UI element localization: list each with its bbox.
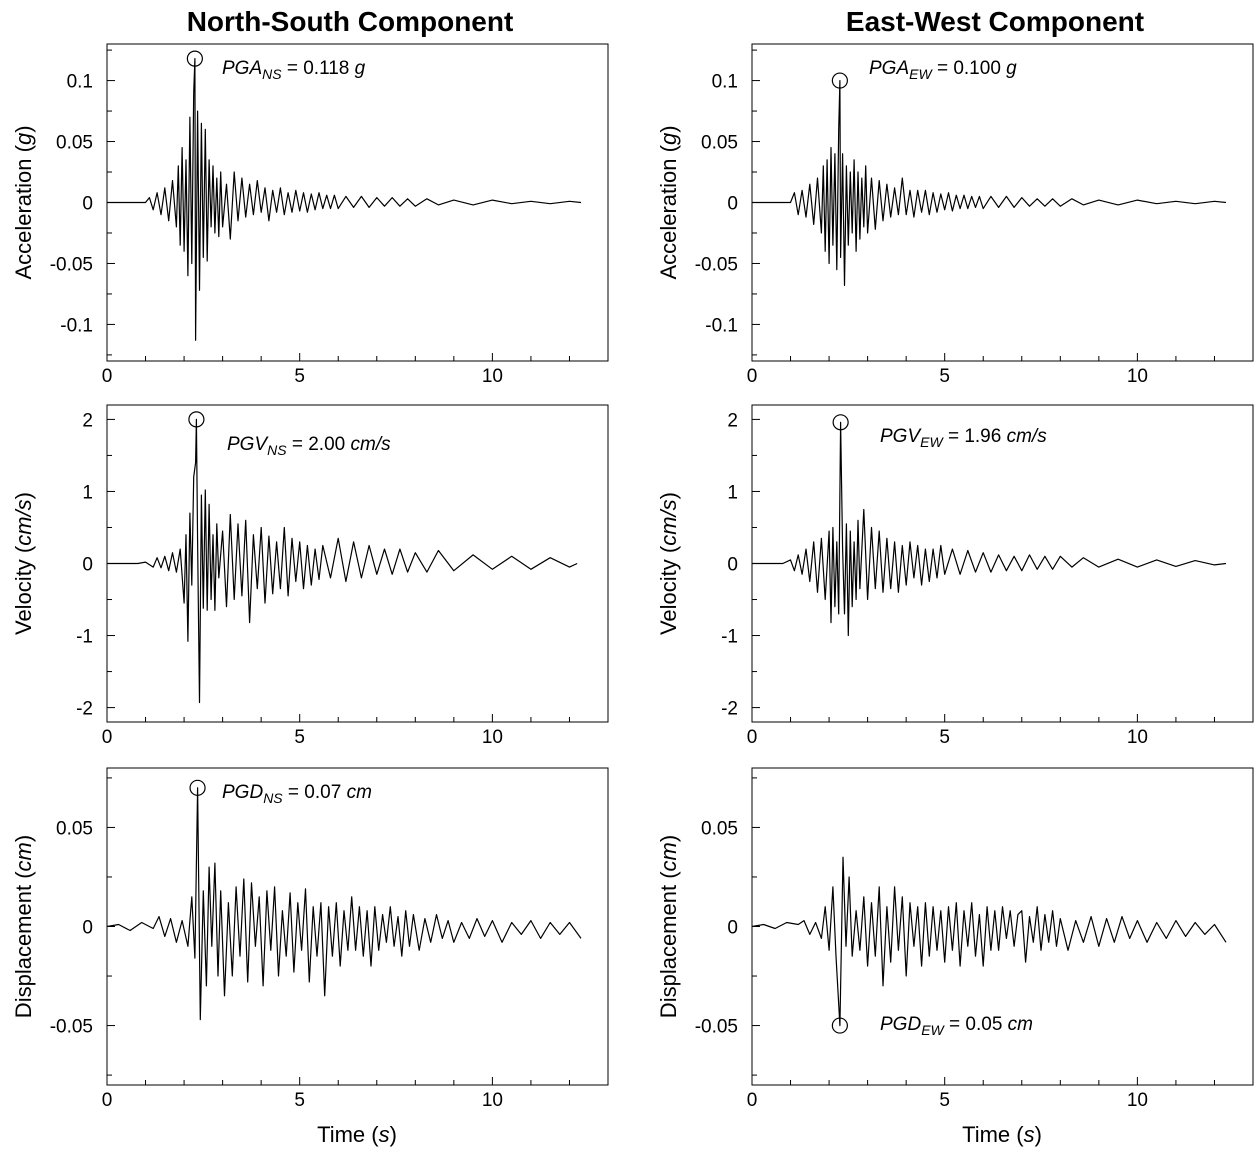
ew-acc-xtick-label: 5 bbox=[939, 366, 950, 387]
ew-vel-ytick-label: 0 bbox=[727, 555, 738, 576]
ew-acc-peak-annotation: PGAEW = 0.100 g bbox=[869, 58, 1017, 82]
ns-acc-ytick-label: 0 bbox=[82, 194, 93, 215]
ns-disp-peak-annotation: PGDNS = 0.07 cm bbox=[222, 782, 372, 806]
ew-acc-ytick-label: 0.1 bbox=[712, 72, 738, 93]
ns-acc-series-line bbox=[107, 58, 582, 341]
ns-disp-ytick-label: -0.05 bbox=[50, 1017, 93, 1038]
ns-vel-ytick-label: -1 bbox=[76, 627, 93, 648]
ns-disp-series-line bbox=[106, 787, 582, 1021]
ew-vel-xtick-label: 0 bbox=[747, 727, 758, 748]
ns-vel-peak-annotation: PGVNS = 2.00 cm/s bbox=[227, 434, 391, 458]
column-title-north-south: North-South Component bbox=[186, 6, 514, 37]
ew-acc-peak-marker bbox=[831, 72, 848, 89]
ns-acc-xtick-label: 0 bbox=[102, 366, 113, 387]
ns-vel-series-line bbox=[107, 418, 578, 704]
ew-vel-xtick-label: 5 bbox=[939, 727, 950, 748]
ew-acc-ylabel: Acceleration (g) bbox=[656, 125, 681, 279]
ew-disp-ytick-label: 0.05 bbox=[701, 818, 738, 839]
ew-acc-ytick-label: -0.05 bbox=[695, 254, 738, 275]
ns-disp-xtick-label: 5 bbox=[294, 1090, 305, 1111]
ns-disp-panel: 0 5 10 -0.05 0 0.05 Displacement (cm) PGDNS = 0… bbox=[11, 767, 609, 1111]
ew-disp-ytick-label: -0.05 bbox=[695, 1017, 738, 1038]
ns-acc-ytick-label: 0.1 bbox=[67, 72, 93, 93]
ns-acc-xtick-label: 10 bbox=[482, 366, 503, 387]
ew-vel-xtick-label: 10 bbox=[1127, 727, 1148, 748]
ns-acc-peak-marker bbox=[186, 50, 203, 67]
ew-vel-ytick-label: -2 bbox=[721, 699, 738, 720]
ns-vel-xtick-label: 10 bbox=[482, 727, 503, 748]
ew-disp-ylabel: Displacement (cm) bbox=[656, 835, 681, 1018]
ns-vel-ytick-label: 1 bbox=[82, 482, 93, 503]
ns-acc-ytick-label: -0.05 bbox=[50, 254, 93, 275]
ew-vel-peak-annotation: PGVEW = 1.96 cm/s bbox=[880, 426, 1047, 450]
ns-acc-xtick-label: 5 bbox=[294, 366, 305, 387]
ns-vel-ytick-label: 0 bbox=[82, 555, 93, 576]
x-axis-label-right: Time (s) bbox=[962, 1122, 1042, 1147]
ew-acc-series-line bbox=[752, 80, 1227, 286]
ew-disp-peak-annotation: PGDEW = 0.05 cm bbox=[880, 1014, 1033, 1038]
ns-vel-xtick-label: 0 bbox=[102, 727, 113, 748]
ns-disp-xtick-label: 0 bbox=[102, 1090, 113, 1111]
ew-vel-series-line bbox=[752, 421, 1227, 637]
ew-vel-ytick-label: 2 bbox=[727, 410, 738, 431]
ew-disp-peak-marker bbox=[831, 1017, 848, 1034]
x-axis-label-left: Time (s) bbox=[317, 1122, 397, 1147]
ew-disp-series-line bbox=[751, 856, 1227, 1027]
ew-vel-ylabel: Velocity (cm/s) bbox=[656, 492, 681, 635]
column-title-east-west: East-West Component bbox=[845, 6, 1145, 37]
ew-acc-ytick-label: 0.05 bbox=[701, 133, 738, 154]
ns-vel-ytick-label: -2 bbox=[76, 699, 93, 720]
ns-disp-ytick-label: 0 bbox=[82, 918, 93, 939]
ew-disp-ytick-label: 0 bbox=[727, 918, 738, 939]
ns-disp-ylabel: Displacement (cm) bbox=[11, 835, 36, 1018]
ns-acc-ytick-label: 0.05 bbox=[56, 133, 93, 154]
ew-vel-ytick-label: 1 bbox=[727, 482, 738, 503]
ns-vel-panel: 0 5 10 -2 -1 0 1 2 Velocity (cm/s) PGVNS = 2.00 c… bbox=[11, 404, 609, 748]
ew-disp-xtick-label: 0 bbox=[747, 1090, 758, 1111]
ns-vel-xtick-label: 5 bbox=[294, 727, 305, 748]
ns-acc-panel: 0 5 10 -0.1 -0.05 0 0.05 0.1 Acceleration (g) PGA… bbox=[11, 43, 609, 387]
ew-acc-ytick-label: 0 bbox=[727, 194, 738, 215]
ns-vel-ylabel: Velocity (cm/s) bbox=[11, 492, 36, 635]
ew-disp-xtick-label: 10 bbox=[1127, 1090, 1148, 1111]
ns-disp-xtick-label: 10 bbox=[482, 1090, 503, 1111]
ns-acc-ytick-label: -0.1 bbox=[60, 315, 93, 336]
ew-acc-panel: 0 5 10 -0.1 -0.05 0 0.05 0.1 Acceleration (g) PGA… bbox=[656, 43, 1254, 387]
ns-acc-peak-annotation: PGANS = 0.118 g bbox=[222, 58, 366, 82]
ew-disp-panel: 0 5 10 -0.05 0 0.05 Displacement (cm) PGDEW = 0… bbox=[656, 767, 1254, 1111]
ns-vel-ytick-label: 2 bbox=[82, 410, 93, 431]
ns-vel-peak-marker bbox=[188, 411, 205, 428]
ew-acc-xtick-label: 10 bbox=[1127, 366, 1148, 387]
ew-acc-xtick-label: 0 bbox=[747, 366, 758, 387]
ew-vel-peak-marker bbox=[832, 414, 849, 431]
ew-acc-ytick-label: -0.1 bbox=[705, 315, 738, 336]
ew-disp-xtick-label: 5 bbox=[939, 1090, 950, 1111]
ns-disp-ytick-label: 0.05 bbox=[56, 818, 93, 839]
ew-vel-panel: 0 5 10 -2 -1 0 1 2 Velocity (cm/s) PGVEW = 1.96 c… bbox=[656, 404, 1254, 748]
ew-vel-ytick-label: -1 bbox=[721, 627, 738, 648]
ns-acc-ylabel: Acceleration (g) bbox=[11, 125, 36, 279]
ns-disp-peak-marker bbox=[189, 779, 206, 796]
